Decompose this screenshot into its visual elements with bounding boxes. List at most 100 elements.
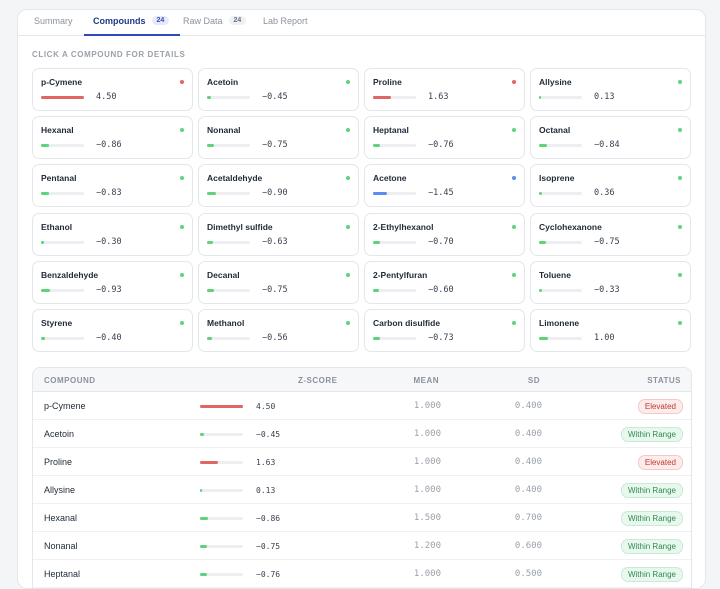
header-mean: MEAN bbox=[413, 376, 439, 385]
z-score-value: −0.60 bbox=[428, 285, 454, 295]
compound-name: Octanal bbox=[539, 125, 571, 135]
row-z-score-bar bbox=[200, 405, 243, 408]
compound-card[interactable]: Dimethyl sulfide −0.63 bbox=[198, 213, 359, 256]
row-z-score-bar-fill bbox=[200, 573, 207, 576]
compound-card[interactable]: Toluene −0.33 bbox=[530, 261, 691, 304]
table-row[interactable]: p-Cymene 4.50 1.000 0.400 Elevated bbox=[33, 392, 691, 420]
compound-card[interactable]: Decanal −0.75 bbox=[198, 261, 359, 304]
compound-card[interactable]: 2-Pentylfuran −0.60 bbox=[364, 261, 525, 304]
z-score-value: −0.76 bbox=[428, 140, 454, 150]
compound-card[interactable]: Allysine 0.13 bbox=[530, 68, 691, 111]
compound-name: Proline bbox=[373, 77, 402, 87]
z-score-bar-fill bbox=[539, 96, 541, 99]
z-score-bar-fill bbox=[41, 241, 44, 244]
compound-name: Nonanal bbox=[207, 125, 241, 135]
compound-card[interactable]: Heptanal −0.76 bbox=[364, 116, 525, 159]
z-score-bar-fill bbox=[41, 289, 50, 292]
table-row[interactable]: Acetoin −0.45 1.000 0.400 Within Range bbox=[33, 420, 691, 448]
row-mean: 1.000 bbox=[413, 485, 441, 495]
status-dot bbox=[678, 273, 682, 277]
row-z-score-bar bbox=[200, 573, 243, 576]
header-compound: COMPOUND bbox=[44, 376, 96, 385]
table-row[interactable]: Hexanal −0.86 1.500 0.700 Within Range bbox=[33, 504, 691, 532]
z-score-bar bbox=[539, 289, 582, 292]
table-row[interactable]: Nonanal −0.75 1.200 0.600 Within Range bbox=[33, 532, 691, 560]
status-dot bbox=[180, 225, 184, 229]
status-dot bbox=[346, 80, 350, 84]
status-badge: Within Range bbox=[620, 483, 683, 498]
z-score-value: 0.13 bbox=[594, 92, 615, 102]
tab-raw-data[interactable]: Raw Data 24 bbox=[183, 10, 247, 36]
z-score-bar bbox=[373, 192, 416, 195]
z-score-bar-fill bbox=[373, 192, 387, 195]
z-score-bar bbox=[373, 144, 416, 147]
z-score-bar bbox=[539, 144, 582, 147]
status-dot bbox=[678, 225, 682, 229]
compound-name: Styrene bbox=[41, 318, 73, 328]
compound-card[interactable]: Hexanal −0.86 bbox=[32, 116, 193, 159]
compound-card[interactable]: Benzaldehyde −0.93 bbox=[32, 261, 193, 304]
z-score-value: −0.73 bbox=[428, 333, 454, 343]
compound-card[interactable]: 2-Ethylhexanol −0.70 bbox=[364, 213, 525, 256]
row-mean: 1.000 bbox=[413, 401, 441, 411]
tab-lab-report[interactable]: Lab Report bbox=[263, 10, 308, 36]
z-score-bar bbox=[41, 289, 84, 292]
z-score-bar-fill bbox=[373, 144, 380, 147]
compound-card[interactable]: Nonanal −0.75 bbox=[198, 116, 359, 159]
row-mean: 1.000 bbox=[413, 569, 441, 579]
compound-card[interactable]: Isoprene 0.36 bbox=[530, 164, 691, 207]
status-dot bbox=[346, 273, 350, 277]
z-score-bar bbox=[539, 192, 582, 195]
status-dot bbox=[678, 176, 682, 180]
compound-card[interactable]: Proline 1.63 bbox=[364, 68, 525, 111]
z-score-value: −0.75 bbox=[262, 140, 288, 150]
row-z-score-bar-fill bbox=[200, 461, 218, 464]
row-compound-name: Allysine bbox=[44, 485, 76, 495]
z-score-value: −0.86 bbox=[96, 140, 122, 150]
z-score-value: −0.75 bbox=[594, 237, 620, 247]
z-score-bar bbox=[41, 337, 84, 340]
table-row[interactable]: Heptanal −0.76 1.000 0.500 Within Range bbox=[33, 560, 691, 588]
status-dot bbox=[346, 128, 350, 132]
tab-raw-data-count: 24 bbox=[228, 16, 247, 25]
row-z-score-bar bbox=[200, 489, 243, 492]
compound-card[interactable]: Cyclohexanone −0.75 bbox=[530, 213, 691, 256]
row-sd: 0.400 bbox=[514, 401, 542, 411]
compound-card[interactable]: Acetone −1.45 bbox=[364, 164, 525, 207]
compound-card[interactable]: Carbon disulfide −0.73 bbox=[364, 309, 525, 352]
status-dot bbox=[180, 128, 184, 132]
z-score-bar bbox=[207, 241, 250, 244]
status-dot bbox=[678, 321, 682, 325]
header-z-score: Z-SCORE bbox=[298, 376, 338, 385]
compounds-panel: Summary Compounds 24 Raw Data 24 Lab Rep… bbox=[17, 9, 706, 589]
tab-compounds[interactable]: Compounds 24 bbox=[84, 10, 181, 36]
compound-card[interactable]: Styrene −0.40 bbox=[32, 309, 193, 352]
row-sd: 0.400 bbox=[514, 429, 542, 439]
row-compound-name: Nonanal bbox=[44, 541, 78, 551]
z-score-bar bbox=[41, 144, 84, 147]
z-score-bar bbox=[207, 144, 250, 147]
compound-card[interactable]: Acetoin −0.45 bbox=[198, 68, 359, 111]
compound-card[interactable]: Octanal −0.84 bbox=[530, 116, 691, 159]
compound-card[interactable]: Limonene 1.00 bbox=[530, 309, 691, 352]
tab-summary-label: Summary bbox=[34, 16, 73, 26]
compound-card[interactable]: Pentanal −0.83 bbox=[32, 164, 193, 207]
table-row[interactable]: Proline 1.63 1.000 0.400 Elevated bbox=[33, 448, 691, 476]
row-sd: 0.700 bbox=[514, 513, 542, 523]
row-sd: 0.400 bbox=[514, 485, 542, 495]
table-row[interactable]: Allysine 0.13 1.000 0.400 Within Range bbox=[33, 476, 691, 504]
status-dot bbox=[512, 128, 516, 132]
row-z-score-bar bbox=[200, 461, 243, 464]
z-score-value: 1.00 bbox=[594, 333, 615, 343]
z-score-bar-fill bbox=[373, 337, 380, 340]
z-score-bar bbox=[373, 96, 416, 99]
compound-card[interactable]: Acetaldehyde −0.90 bbox=[198, 164, 359, 207]
row-sd: 0.400 bbox=[514, 457, 542, 467]
compound-card[interactable]: Ethanol −0.30 bbox=[32, 213, 193, 256]
tab-summary[interactable]: Summary bbox=[34, 10, 73, 36]
compound-card[interactable]: p-Cymene 4.50 bbox=[32, 68, 193, 111]
z-score-value: 0.36 bbox=[594, 188, 615, 198]
status-badge: Within Range bbox=[620, 567, 683, 582]
compound-card[interactable]: Methanol −0.56 bbox=[198, 309, 359, 352]
tab-raw-data-label: Raw Data bbox=[183, 16, 223, 26]
